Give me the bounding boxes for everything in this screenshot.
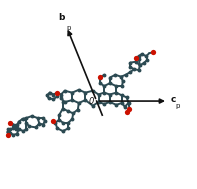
- Text: c: c: [171, 95, 176, 104]
- Text: b: b: [59, 13, 65, 22]
- Text: 0: 0: [89, 97, 94, 106]
- Text: p: p: [175, 103, 180, 108]
- Text: p: p: [67, 25, 71, 31]
